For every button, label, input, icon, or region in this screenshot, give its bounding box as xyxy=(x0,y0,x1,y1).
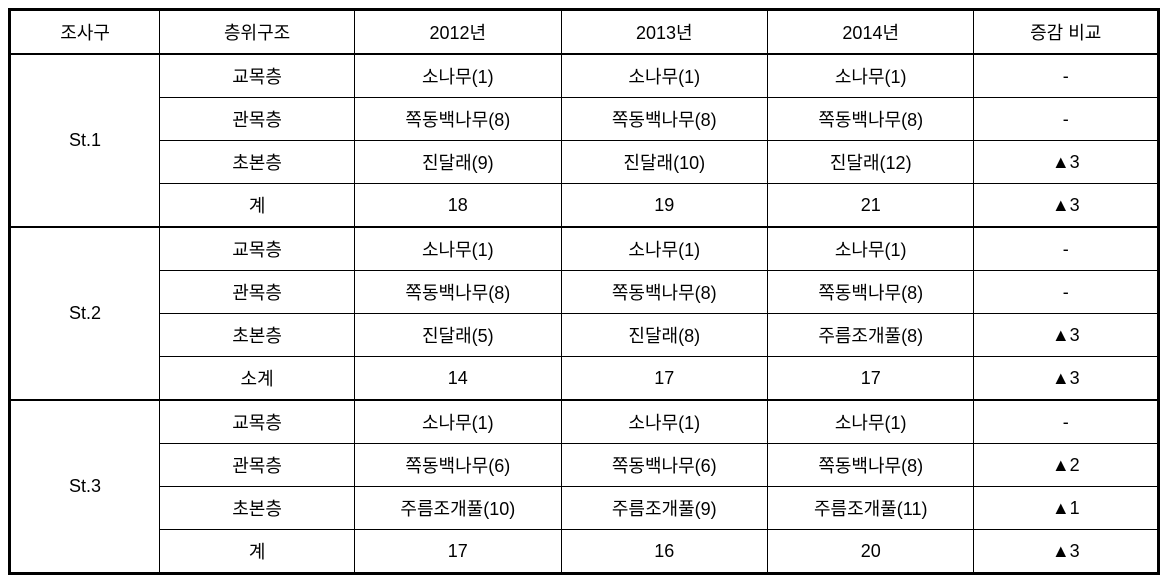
table-row: 초본층주름조개풀(10)주름조개풀(9)주름조개풀(11)▲1 xyxy=(11,487,1158,530)
y2013-cell: 19 xyxy=(561,184,767,228)
y2012-cell: 쪽동백나무(6) xyxy=(355,444,561,487)
y2013-cell: 소나무(1) xyxy=(561,400,767,444)
header-compare: 증감 비교 xyxy=(974,11,1158,55)
table-row: 소계141717▲3 xyxy=(11,357,1158,401)
y2014-cell: 소나무(1) xyxy=(768,400,974,444)
compare-cell: - xyxy=(974,227,1158,271)
y2013-cell: 17 xyxy=(561,357,767,401)
y2013-cell: 쪽동백나무(8) xyxy=(561,271,767,314)
data-table-container: 조사구 층위구조 2012년 2013년 2014년 증감 비교 St.1교목층… xyxy=(8,8,1160,575)
layer-cell: 계 xyxy=(160,530,355,573)
y2012-cell: 18 xyxy=(355,184,561,228)
y2013-cell: 진달래(8) xyxy=(561,314,767,357)
layer-cell: 초본층 xyxy=(160,314,355,357)
layer-cell: 소계 xyxy=(160,357,355,401)
table-row: 초본층진달래(5)진달래(8)주름조개풀(8)▲3 xyxy=(11,314,1158,357)
y2012-cell: 쪽동백나무(8) xyxy=(355,98,561,141)
table-row: 계171620▲3 xyxy=(11,530,1158,573)
table-row: 관목층쪽동백나무(8)쪽동백나무(8)쪽동백나무(8)- xyxy=(11,98,1158,141)
compare-cell: - xyxy=(974,54,1158,98)
compare-cell: ▲3 xyxy=(974,141,1158,184)
compare-cell: - xyxy=(974,98,1158,141)
group-cell: St.3 xyxy=(11,400,160,573)
table-row: St.1교목층소나무(1)소나무(1)소나무(1)- xyxy=(11,54,1158,98)
header-y2014: 2014년 xyxy=(768,11,974,55)
y2014-cell: 쪽동백나무(8) xyxy=(768,98,974,141)
table-row: St.2교목층소나무(1)소나무(1)소나무(1)- xyxy=(11,227,1158,271)
y2013-cell: 소나무(1) xyxy=(561,54,767,98)
y2014-cell: 21 xyxy=(768,184,974,228)
compare-cell: ▲3 xyxy=(974,357,1158,401)
y2013-cell: 16 xyxy=(561,530,767,573)
layer-cell: 교목층 xyxy=(160,227,355,271)
y2014-cell: 소나무(1) xyxy=(768,227,974,271)
layer-cell: 교목층 xyxy=(160,54,355,98)
y2012-cell: 17 xyxy=(355,530,561,573)
layer-cell: 초본층 xyxy=(160,487,355,530)
header-layer: 층위구조 xyxy=(160,11,355,55)
compare-cell: ▲2 xyxy=(974,444,1158,487)
header-y2012: 2012년 xyxy=(355,11,561,55)
y2014-cell: 쪽동백나무(8) xyxy=(768,444,974,487)
y2013-cell: 소나무(1) xyxy=(561,227,767,271)
layer-cell: 관목층 xyxy=(160,98,355,141)
y2013-cell: 진달래(10) xyxy=(561,141,767,184)
layer-cell: 계 xyxy=(160,184,355,228)
table-header: 조사구 층위구조 2012년 2013년 2014년 증감 비교 xyxy=(11,11,1158,55)
compare-cell: ▲3 xyxy=(974,530,1158,573)
y2012-cell: 진달래(5) xyxy=(355,314,561,357)
header-group: 조사구 xyxy=(11,11,160,55)
compare-cell: ▲1 xyxy=(974,487,1158,530)
header-y2013: 2013년 xyxy=(561,11,767,55)
header-row: 조사구 층위구조 2012년 2013년 2014년 증감 비교 xyxy=(11,11,1158,55)
layer-cell: 교목층 xyxy=(160,400,355,444)
table-row: St.3교목층소나무(1)소나무(1)소나무(1)- xyxy=(11,400,1158,444)
y2014-cell: 17 xyxy=(768,357,974,401)
y2014-cell: 주름조개풀(11) xyxy=(768,487,974,530)
y2012-cell: 진달래(9) xyxy=(355,141,561,184)
layer-cell: 관목층 xyxy=(160,444,355,487)
y2012-cell: 주름조개풀(10) xyxy=(355,487,561,530)
y2014-cell: 진달래(12) xyxy=(768,141,974,184)
layer-cell: 관목층 xyxy=(160,271,355,314)
table-row: 초본층진달래(9)진달래(10)진달래(12)▲3 xyxy=(11,141,1158,184)
y2014-cell: 소나무(1) xyxy=(768,54,974,98)
y2014-cell: 20 xyxy=(768,530,974,573)
y2012-cell: 소나무(1) xyxy=(355,54,561,98)
table-row: 관목층쪽동백나무(8)쪽동백나무(8)쪽동백나무(8)- xyxy=(11,271,1158,314)
y2013-cell: 주름조개풀(9) xyxy=(561,487,767,530)
group-cell: St.2 xyxy=(11,227,160,400)
layer-cell: 초본층 xyxy=(160,141,355,184)
y2012-cell: 쪽동백나무(8) xyxy=(355,271,561,314)
y2014-cell: 주름조개풀(8) xyxy=(768,314,974,357)
y2012-cell: 소나무(1) xyxy=(355,227,561,271)
y2013-cell: 쪽동백나무(8) xyxy=(561,98,767,141)
compare-cell: - xyxy=(974,271,1158,314)
group-cell: St.1 xyxy=(11,54,160,227)
compare-cell: - xyxy=(974,400,1158,444)
y2012-cell: 소나무(1) xyxy=(355,400,561,444)
y2014-cell: 쪽동백나무(8) xyxy=(768,271,974,314)
table-row: 관목층쪽동백나무(6)쪽동백나무(6)쪽동백나무(8)▲2 xyxy=(11,444,1158,487)
y2013-cell: 쪽동백나무(6) xyxy=(561,444,767,487)
data-table: 조사구 층위구조 2012년 2013년 2014년 증감 비교 St.1교목층… xyxy=(10,10,1158,573)
table-body: St.1교목층소나무(1)소나무(1)소나무(1)-관목층쪽동백나무(8)쪽동백… xyxy=(11,54,1158,573)
table-row: 계181921▲3 xyxy=(11,184,1158,228)
compare-cell: ▲3 xyxy=(974,314,1158,357)
compare-cell: ▲3 xyxy=(974,184,1158,228)
y2012-cell: 14 xyxy=(355,357,561,401)
